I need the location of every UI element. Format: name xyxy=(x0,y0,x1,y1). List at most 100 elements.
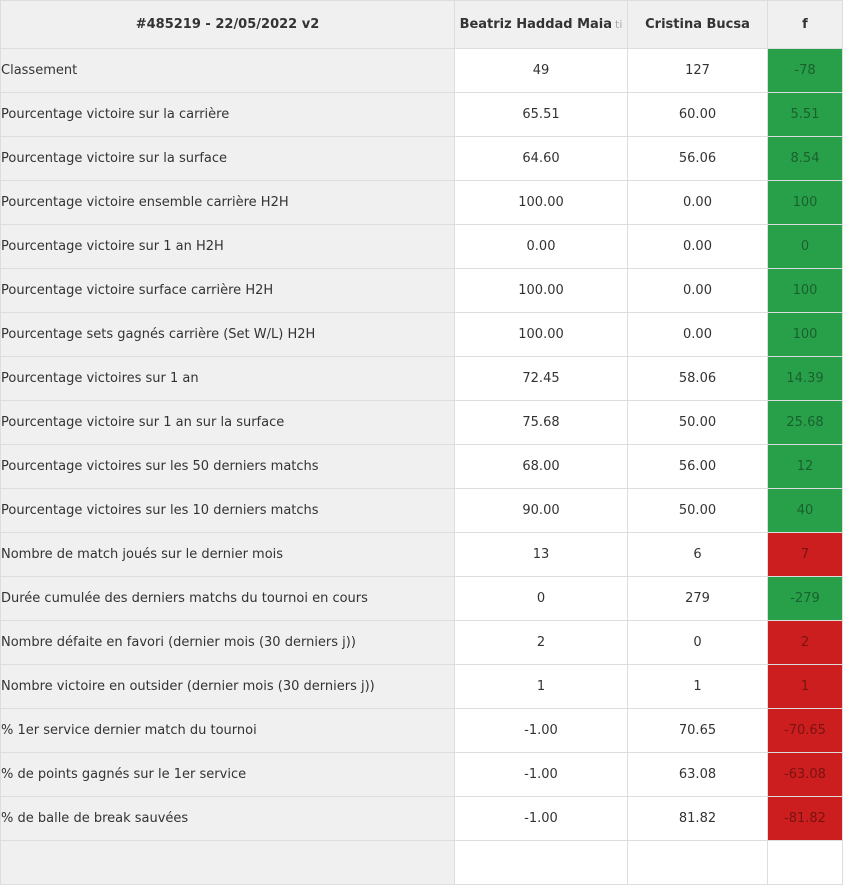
diff-value: -63.08 xyxy=(767,752,843,797)
table-row: Pourcentage victoires sur 1 an 72.45 58.06… xyxy=(0,356,843,401)
player1-value: 100.00 xyxy=(454,268,628,313)
diff-value: -70.65 xyxy=(767,708,843,753)
stat-label: Pourcentage sets gagnés carrière (Set W/… xyxy=(0,312,455,357)
player2-value: 0.00 xyxy=(627,180,768,225)
player1-value: -1.00 xyxy=(454,708,628,753)
diff-text: -70.65 xyxy=(784,723,826,738)
diff-text: -279 xyxy=(790,591,820,606)
player2-value: 56.00 xyxy=(627,444,768,489)
stat-label: Nombre victoire en outsider (dernier moi… xyxy=(0,664,455,709)
table-row: Durée cumulée des derniers matchs du tou… xyxy=(0,576,843,621)
diff-text: 0 xyxy=(800,239,810,254)
diff-text: 1 xyxy=(800,679,810,694)
table-row: Pourcentage sets gagnés carrière (Set W/… xyxy=(0,312,843,357)
stat-label: % de points gagnés sur le 1er service xyxy=(0,752,455,797)
table-row: Pourcentage victoire ensemble carrière H… xyxy=(0,180,843,225)
stat-label: Pourcentage victoire sur la surface xyxy=(0,136,455,181)
stat-label: Nombre de match joués sur le dernier moi… xyxy=(0,532,455,577)
stat-label: Pourcentage victoire sur la carrière xyxy=(0,92,455,137)
stat-label: Nombre défaite en favori (dernier mois (… xyxy=(0,620,455,665)
table-row: % de balle de break sauvées -1.00 81.82 -81… xyxy=(0,796,843,841)
player1-value: 100.00 xyxy=(454,180,628,225)
diff-text: 100 xyxy=(792,283,818,298)
diff-value: 14.39 xyxy=(767,356,843,401)
player2-value: 50.00 xyxy=(627,400,768,445)
player1-value: 65.51 xyxy=(454,92,628,137)
diff-value: 100 xyxy=(767,312,843,357)
diff-value: 5.51 xyxy=(767,92,843,137)
diff-value: 100 xyxy=(767,180,843,225)
table-row: Pourcentage victoire sur la carrière 65.5… xyxy=(0,92,843,137)
stat-label: % 1er service dernier match du tournoi xyxy=(0,708,455,753)
player2-value: 0 xyxy=(627,620,768,665)
diff-value: 8.54 xyxy=(767,136,843,181)
player1-value: 0.00 xyxy=(454,224,628,269)
player1-value: 68.00 xyxy=(454,444,628,489)
player2-value: 6 xyxy=(627,532,768,577)
table-body: Classement 49 127 -78 Pourcentage victoire s… xyxy=(0,48,843,885)
diff-value: 2 xyxy=(767,620,843,665)
stat-label: % de balle de break sauvées xyxy=(0,796,455,841)
empty-cell xyxy=(767,840,843,885)
table-row: Pourcentage victoire sur la surface 64.60… xyxy=(0,136,843,181)
diff-value: 12 xyxy=(767,444,843,489)
player1-value: 13 xyxy=(454,532,628,577)
table-row: Nombre victoire en outsider (dernier moi… xyxy=(0,664,843,709)
player2-value: 279 xyxy=(627,576,768,621)
table-row: Nombre de match joués sur le dernier moi… xyxy=(0,532,843,577)
player1-value: 100.00 xyxy=(454,312,628,357)
player2-header[interactable]: Cristina Bucsa xyxy=(627,0,768,49)
diff-value: -81.82 xyxy=(767,796,843,841)
stat-label: Pourcentage victoires sur 1 an xyxy=(0,356,455,401)
player1-value: 90.00 xyxy=(454,488,628,533)
empty-cell xyxy=(627,840,768,885)
player2-value: 56.06 xyxy=(627,136,768,181)
player2-value: 1 xyxy=(627,664,768,709)
diff-value: -78 xyxy=(767,48,843,93)
diff-text: 5.51 xyxy=(790,107,820,122)
player2-value: 60.00 xyxy=(627,92,768,137)
player2-value: 127 xyxy=(627,48,768,93)
table-row: Pourcentage victoire sur 1 an sur la sur… xyxy=(0,400,843,445)
diff-value: 7 xyxy=(767,532,843,577)
stat-label: Pourcentage victoire sur 1 an sur la sur… xyxy=(0,400,455,445)
diff-text: 7 xyxy=(800,547,810,562)
match-title-header[interactable]: #485219 - 22/05/2022 v2 xyxy=(0,0,455,49)
diff-value: 1 xyxy=(767,664,843,709)
table-row: Pourcentage victoire surface carrière H2… xyxy=(0,268,843,313)
player1-value: -1.00 xyxy=(454,796,628,841)
player2-value: 70.65 xyxy=(627,708,768,753)
player1-overflow-text: ti xyxy=(615,18,623,31)
player1-value: 0 xyxy=(454,576,628,621)
diff-text: 40 xyxy=(796,503,814,518)
table-row: Nombre défaite en favori (dernier mois (… xyxy=(0,620,843,665)
player1-header[interactable]: Beatriz Haddad Maia ti xyxy=(454,0,628,49)
player1-value: 49 xyxy=(454,48,628,93)
player2-value: 58.06 xyxy=(627,356,768,401)
empty-cell xyxy=(454,840,628,885)
player1-name: Beatriz Haddad Maia xyxy=(459,17,613,32)
player2-value: 0.00 xyxy=(627,268,768,313)
diff-text: 25.68 xyxy=(786,415,824,430)
stat-label: Classement xyxy=(0,48,455,93)
diff-text: 2 xyxy=(800,635,810,650)
diff-text: -63.08 xyxy=(784,767,826,782)
diff-text: -78 xyxy=(794,63,816,78)
stat-label: Pourcentage victoires sur les 10 dernier… xyxy=(0,488,455,533)
stat-label: Pourcentage victoires sur les 50 dernier… xyxy=(0,444,455,489)
table-row: Classement 49 127 -78 xyxy=(0,48,843,93)
table-row: Pourcentage victoires sur les 10 dernier… xyxy=(0,488,843,533)
table-row: % 1er service dernier match du tournoi -1… xyxy=(0,708,843,753)
header-row: #485219 - 22/05/2022 v2 Beatriz Haddad M… xyxy=(0,0,843,49)
stat-label: Pourcentage victoire sur 1 an H2H xyxy=(0,224,455,269)
table-row: Pourcentage victoire sur 1 an H2H 0.00 0.0… xyxy=(0,224,843,269)
diff-value: 0 xyxy=(767,224,843,269)
diff-header[interactable]: f xyxy=(767,0,843,49)
player2-value: 0.00 xyxy=(627,312,768,357)
player1-value: 75.68 xyxy=(454,400,628,445)
player1-value: 1 xyxy=(454,664,628,709)
diff-value: -279 xyxy=(767,576,843,621)
player2-value: 50.00 xyxy=(627,488,768,533)
player1-value: 72.45 xyxy=(454,356,628,401)
